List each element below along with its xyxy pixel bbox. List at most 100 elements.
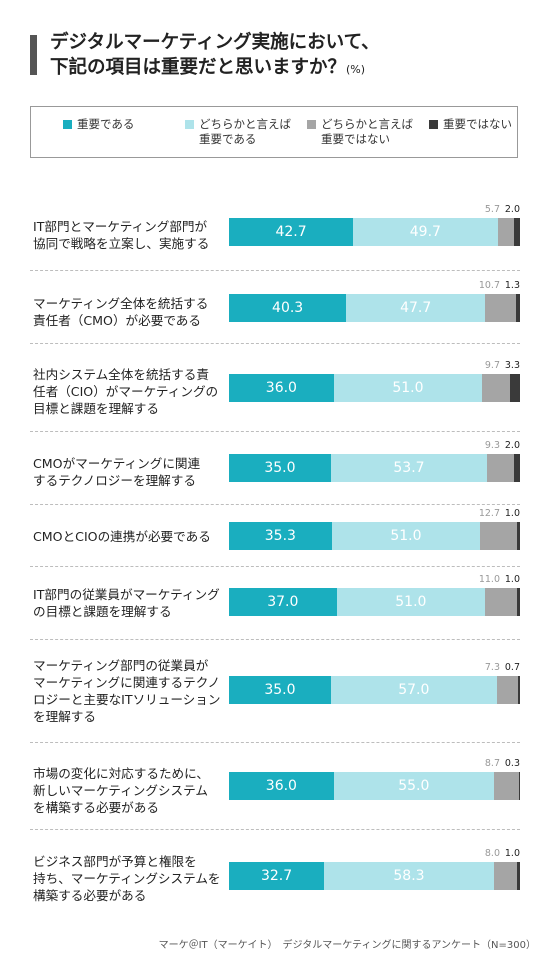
- legend-item-somewhat-important: どちらかと言えば 重要である: [185, 117, 291, 147]
- bar-segment-somewhat-unimportant: [493, 772, 520, 800]
- bar-segment-important: [229, 862, 325, 890]
- bar-segment-somewhat-unimportant: [480, 522, 518, 550]
- unit-label: (%): [346, 63, 366, 76]
- bar-value-not-important: 2.0: [504, 440, 520, 451]
- bar-value-important: 37.0: [267, 594, 299, 610]
- bar-segment-important: [229, 772, 334, 800]
- bar-value-important: 32.7: [260, 868, 293, 884]
- bar-segment-somewhat-unimportant: [485, 588, 518, 616]
- row-separator: [30, 343, 520, 344]
- bar-segment-not-important: [516, 294, 520, 322]
- bar-segment-somewhat-important: [336, 588, 486, 616]
- row-separator: [30, 639, 520, 640]
- bar-segment-somewhat-important: [324, 862, 494, 890]
- category-label: マーケティング部門の従業員が マーケティングに関連するテクノ ロジーと主要なIT…: [33, 658, 221, 724]
- legend-label-not-important: 重要ではない: [443, 117, 512, 131]
- bar-segment-not-important: [517, 588, 520, 616]
- row-separator: [30, 431, 520, 432]
- bar-value-somewhat-important: 51.0: [390, 528, 422, 544]
- row-separator: [30, 566, 520, 567]
- bar-value-somewhat-important: 55.0: [398, 778, 430, 794]
- legend-swatch-somewhat-unimportant: [307, 120, 316, 129]
- bar-value-not-important: 1.3: [504, 280, 520, 291]
- chart-title-line-1: デジタルマーケティング実施において、: [50, 32, 380, 53]
- bar-value-somewhat-unimportant: 5.7: [484, 204, 500, 215]
- bar-value-somewhat-important: 47.7: [400, 300, 432, 316]
- bar-value-important: 42.7: [275, 224, 307, 240]
- chart-legend: 重要である どちらかと言えば 重要である どちらかと言えば 重要ではない 重要で…: [30, 106, 518, 158]
- category-label: 社内システム全体を統括する責 任者（CIO）がマーケティングの 目標と課題を理解…: [33, 367, 219, 416]
- bar-segment-somewhat-important: [331, 522, 481, 550]
- bar-value-somewhat-important: 51.0: [392, 380, 424, 396]
- category-label: CMOがマーケティングに関連 するテクノロジーを理解する: [33, 456, 201, 488]
- bar-segment-important: [229, 294, 347, 322]
- bar-value-somewhat-important: 58.3: [393, 868, 425, 884]
- bar-segment-not-important: [510, 374, 520, 402]
- legend-item-somewhat-unimportant: どちらかと言えば 重要ではない: [307, 117, 413, 147]
- legend-label-important: 重要である: [77, 117, 135, 131]
- legend-item-not-important: 重要ではない: [429, 117, 512, 132]
- bar-segment-somewhat-unimportant: [496, 676, 518, 704]
- bar-segment-somewhat-important: [346, 294, 486, 322]
- bar-segment-important: [229, 522, 332, 550]
- bar-segment-not-important: [517, 676, 520, 704]
- legend-swatch-important: [63, 120, 72, 129]
- bar-value-not-important: 1.0: [504, 508, 520, 519]
- row-separator: [30, 742, 520, 743]
- bar-value-not-important: 3.3: [504, 360, 520, 371]
- bar-segment-not-important: [514, 454, 520, 482]
- legend-label-somewhat-important: どちらかと言えば 重要である: [199, 117, 291, 146]
- bar-segment-important: [229, 588, 337, 616]
- bar-segment-not-important: [514, 218, 520, 246]
- bar-value-not-important: 1.0: [504, 848, 520, 859]
- bar-value-important: 40.3: [272, 300, 304, 316]
- legend-item-important: 重要である: [63, 117, 135, 132]
- bar-value-somewhat-unimportant: 12.7: [478, 508, 500, 519]
- row-separator: [30, 829, 520, 830]
- category-label: IT部門の従業員がマーケティング の目標と課題を理解する: [33, 587, 220, 619]
- bar-segment-important: [229, 374, 334, 402]
- bar-value-somewhat-important: 51.0: [395, 594, 427, 610]
- bar-segment-somewhat-important: [333, 374, 483, 402]
- bar-segment-somewhat-important: [333, 772, 494, 800]
- bar-segment-somewhat-unimportant: [487, 454, 515, 482]
- source-footnote: マーケ＠IT（マーケイト） デジタルマーケティングに関するアンケート（N=300…: [158, 940, 536, 951]
- bar-segment-not-important: [517, 862, 520, 890]
- bar-segment-somewhat-unimportant: [482, 374, 511, 402]
- bar-value-important: 36.0: [265, 778, 297, 794]
- bar-segment-not-important: [519, 772, 520, 800]
- bar-value-somewhat-unimportant: 11.0: [478, 574, 500, 585]
- bar-value-somewhat-unimportant: 9.7: [484, 360, 500, 371]
- bar-value-somewhat-unimportant: 8.7: [484, 758, 500, 769]
- category-label: IT部門とマーケティング部門が 協同で戦略を立案し、実施する: [33, 219, 210, 251]
- bar-value-somewhat-unimportant: 7.3: [484, 662, 500, 673]
- bar-segment-important: [229, 676, 331, 704]
- legend-label-somewhat-unimportant: どちらかと言えば 重要ではない: [321, 117, 413, 146]
- bar-segment-somewhat-unimportant: [497, 218, 515, 246]
- bar-value-not-important: 1.0: [504, 574, 520, 585]
- bar-value-important: 35.0: [264, 460, 296, 476]
- category-label: マーケティング全体を統括する 責任者（CMO）が必要である: [33, 296, 209, 328]
- bar-value-not-important: 2.0: [504, 204, 520, 215]
- category-label: CMOとCIOの連携が必要である: [33, 529, 211, 544]
- chart-title-line-2-text: 下記の項目は重要だと思いますか？: [50, 57, 347, 78]
- row-separator: [30, 504, 520, 505]
- bar-segment-somewhat-unimportant: [493, 862, 518, 890]
- bar-segment-important: [229, 218, 354, 246]
- row-separator: [30, 270, 520, 271]
- bar-value-somewhat-important: 57.0: [398, 682, 430, 698]
- bar-segment-somewhat-unimportant: [485, 294, 517, 322]
- bar-value-not-important: 0.7: [504, 662, 520, 673]
- category-label: 市場の変化に対応するために、 新しいマーケティングシステム を構築する必要がある: [33, 766, 209, 815]
- bar-value-somewhat-important: 53.7: [393, 460, 425, 476]
- legend-swatch-somewhat-important: [185, 120, 194, 129]
- bar-value-important: 35.0: [264, 682, 296, 698]
- bar-value-somewhat-unimportant: 8.0: [484, 848, 500, 859]
- bar-value-not-important: 0.3: [504, 758, 520, 769]
- chart-title: デジタルマーケティング実施において、 下記の項目は重要だと思いますか？(%): [50, 30, 530, 82]
- bar-segment-somewhat-important: [353, 218, 498, 246]
- title-accent-bar: [30, 35, 37, 75]
- chart-title-line-2: 下記の項目は重要だと思いますか？(%): [50, 55, 530, 82]
- legend-swatch-not-important: [429, 120, 438, 129]
- bar-value-somewhat-unimportant: 9.3: [484, 440, 500, 451]
